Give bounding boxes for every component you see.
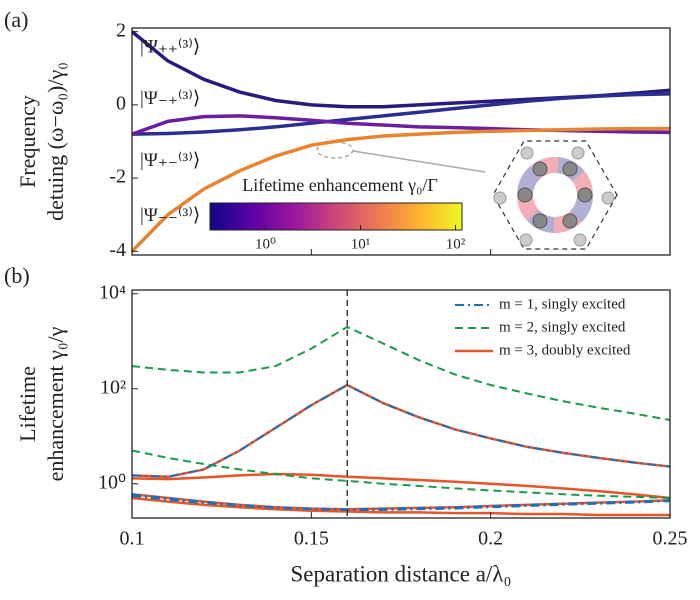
x-tick-label: 0.1 bbox=[120, 528, 145, 550]
hexagon bbox=[492, 140, 618, 250]
y-axis-label: enhancement γ₀/γ bbox=[43, 326, 68, 481]
ring-mode bbox=[517, 157, 593, 233]
y-tick-label: 10⁰ bbox=[98, 471, 126, 493]
x-tick-label: 0.25 bbox=[653, 528, 688, 550]
y-tick-label: -4 bbox=[109, 239, 126, 261]
legend-label: m = 1, singly excited bbox=[499, 296, 626, 312]
y-tick-label: 10² bbox=[100, 376, 126, 398]
data-line bbox=[131, 496, 670, 517]
data-line bbox=[131, 325, 671, 421]
colorbar bbox=[209, 202, 463, 231]
panel-label: (a) bbox=[4, 7, 28, 32]
data-line bbox=[131, 449, 671, 500]
connector bbox=[352, 150, 486, 173]
state-label: |Ψ₊₋⁽³⁾⟩ bbox=[140, 150, 200, 171]
y-axis-label: Lifetime bbox=[15, 366, 40, 442]
y-tick-label: 2 bbox=[116, 19, 126, 41]
x-tick-label: 0.2 bbox=[478, 528, 503, 550]
legend-label: m = 3, doubly excited bbox=[499, 342, 631, 358]
axes-frame bbox=[131, 289, 671, 519]
data-line bbox=[131, 92, 671, 136]
x-axis-label: Separation distance a/λ₀ bbox=[291, 561, 512, 586]
state-label: |Ψ₊₊⁽³⁾⟩ bbox=[140, 36, 200, 57]
colorbar-tick-label: 10⁰ bbox=[255, 236, 276, 252]
legend-label: m = 2, singly excited bbox=[499, 319, 626, 335]
data-line bbox=[131, 383, 671, 478]
y-axis-label: detuing (ω−ω₀)/γ₀ bbox=[43, 62, 68, 221]
colorbar-tick-label: 10² bbox=[446, 236, 466, 252]
colorbar-tick-label: 10¹ bbox=[351, 236, 371, 252]
data-line bbox=[131, 495, 671, 512]
state-label: |Ψ₋₋⁽³⁾⟩ bbox=[140, 205, 200, 226]
panel-label: (b) bbox=[4, 263, 30, 288]
data-line bbox=[131, 472, 671, 500]
data-line bbox=[130, 126, 670, 253]
atoms bbox=[517, 161, 593, 229]
outer-atoms bbox=[493, 146, 615, 247]
state-label: |Ψ₋₊⁽³⁾⟩ bbox=[140, 88, 200, 109]
inset-diagram bbox=[316, 140, 618, 250]
data-line bbox=[131, 493, 671, 511]
data-line bbox=[131, 383, 671, 479]
axes-frame bbox=[131, 27, 671, 256]
y-tick-label: -2 bbox=[109, 166, 126, 188]
y-tick-label: 10⁴ bbox=[99, 281, 126, 303]
colorbar-label: Lifetime enhancement γ₀/Γ bbox=[242, 175, 438, 195]
y-tick-label: 0 bbox=[116, 92, 126, 114]
y-axis-label: Frequency bbox=[15, 95, 40, 188]
x-tick-label: 0.15 bbox=[294, 528, 329, 550]
